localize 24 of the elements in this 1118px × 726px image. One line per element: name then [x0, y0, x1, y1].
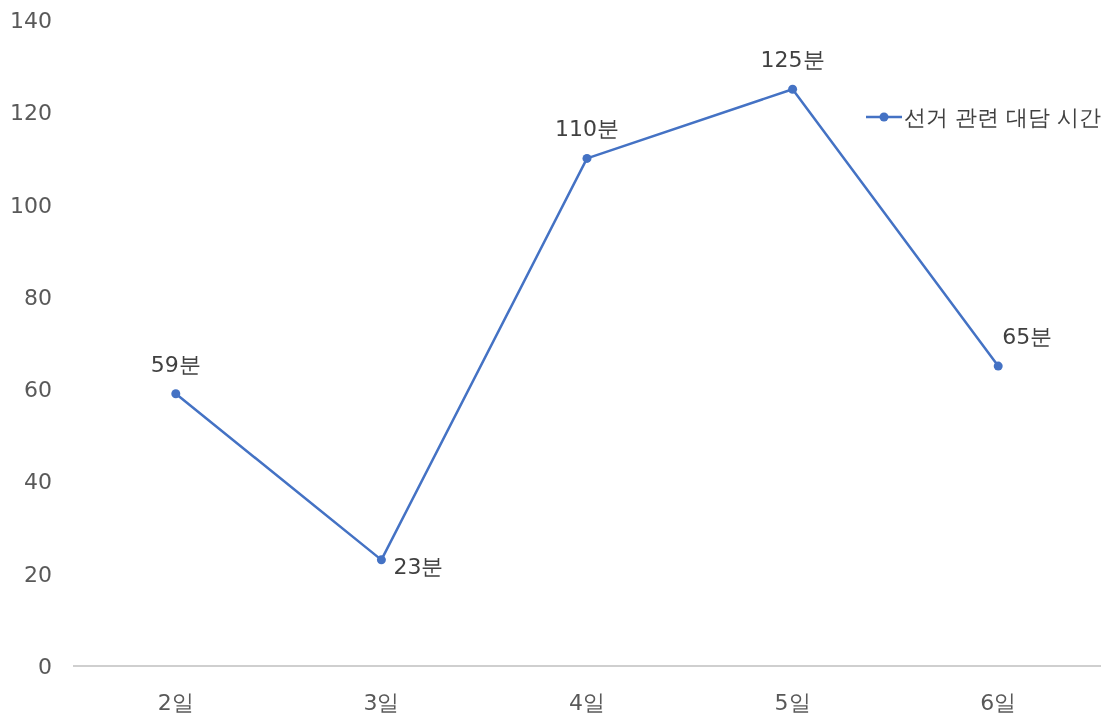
xtick: 2일: [157, 690, 194, 715]
point: [582, 153, 592, 163]
point: [788, 84, 798, 94]
ytick: 0: [38, 654, 52, 679]
point: [376, 555, 386, 565]
xtick: 5일: [774, 690, 811, 715]
data-label: 65분: [1002, 324, 1053, 350]
ytick: 120: [10, 100, 52, 126]
ytick: 100: [10, 192, 52, 218]
xtick: 3일: [363, 690, 400, 715]
data-label: 59분: [150, 351, 201, 377]
ytick: 60: [24, 377, 52, 403]
data-label: 125분: [760, 47, 825, 73]
point: [171, 389, 181, 399]
xtick: 4일: [569, 690, 605, 715]
data-label: 23분: [393, 553, 444, 579]
ytick: 80: [24, 284, 52, 310]
point: [993, 361, 1003, 371]
ytick: 20: [24, 561, 52, 587]
legend-label: 선거 관련 대담 시간: [904, 105, 1101, 130]
data-label: 110분: [555, 116, 619, 142]
ytick: 40: [24, 469, 52, 495]
xtick: 6일: [980, 690, 1017, 715]
ytick: 140: [10, 8, 52, 33]
